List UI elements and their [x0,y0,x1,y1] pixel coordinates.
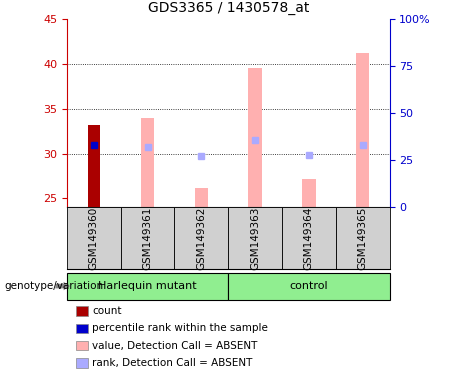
Bar [121,207,174,269]
Bar [195,188,208,207]
Bar [248,68,262,207]
Title: GDS3365 / 1430578_at: GDS3365 / 1430578_at [148,2,309,15]
Text: GSM149364: GSM149364 [304,206,314,270]
Text: GSM149365: GSM149365 [358,206,368,270]
Text: value, Detection Call = ABSENT: value, Detection Call = ABSENT [92,341,258,351]
Bar [356,53,369,207]
Text: control: control [290,281,328,291]
Text: GSM149362: GSM149362 [196,206,207,270]
Bar [141,118,154,207]
Bar [302,179,316,207]
Bar [228,207,282,269]
Text: GSM149361: GSM149361 [142,206,153,270]
Text: Harlequin mutant: Harlequin mutant [98,281,197,291]
Text: percentile rank within the sample: percentile rank within the sample [92,323,268,333]
Bar [228,273,390,300]
Bar [336,207,390,269]
Bar [67,207,121,269]
Bar [67,273,228,300]
Text: GSM149363: GSM149363 [250,206,260,270]
Text: GSM149360: GSM149360 [89,207,99,270]
Bar [282,207,336,269]
Text: rank, Detection Call = ABSENT: rank, Detection Call = ABSENT [92,358,253,368]
Bar [88,125,100,207]
Text: genotype/variation: genotype/variation [5,281,104,291]
Text: count: count [92,306,122,316]
Bar [174,207,228,269]
